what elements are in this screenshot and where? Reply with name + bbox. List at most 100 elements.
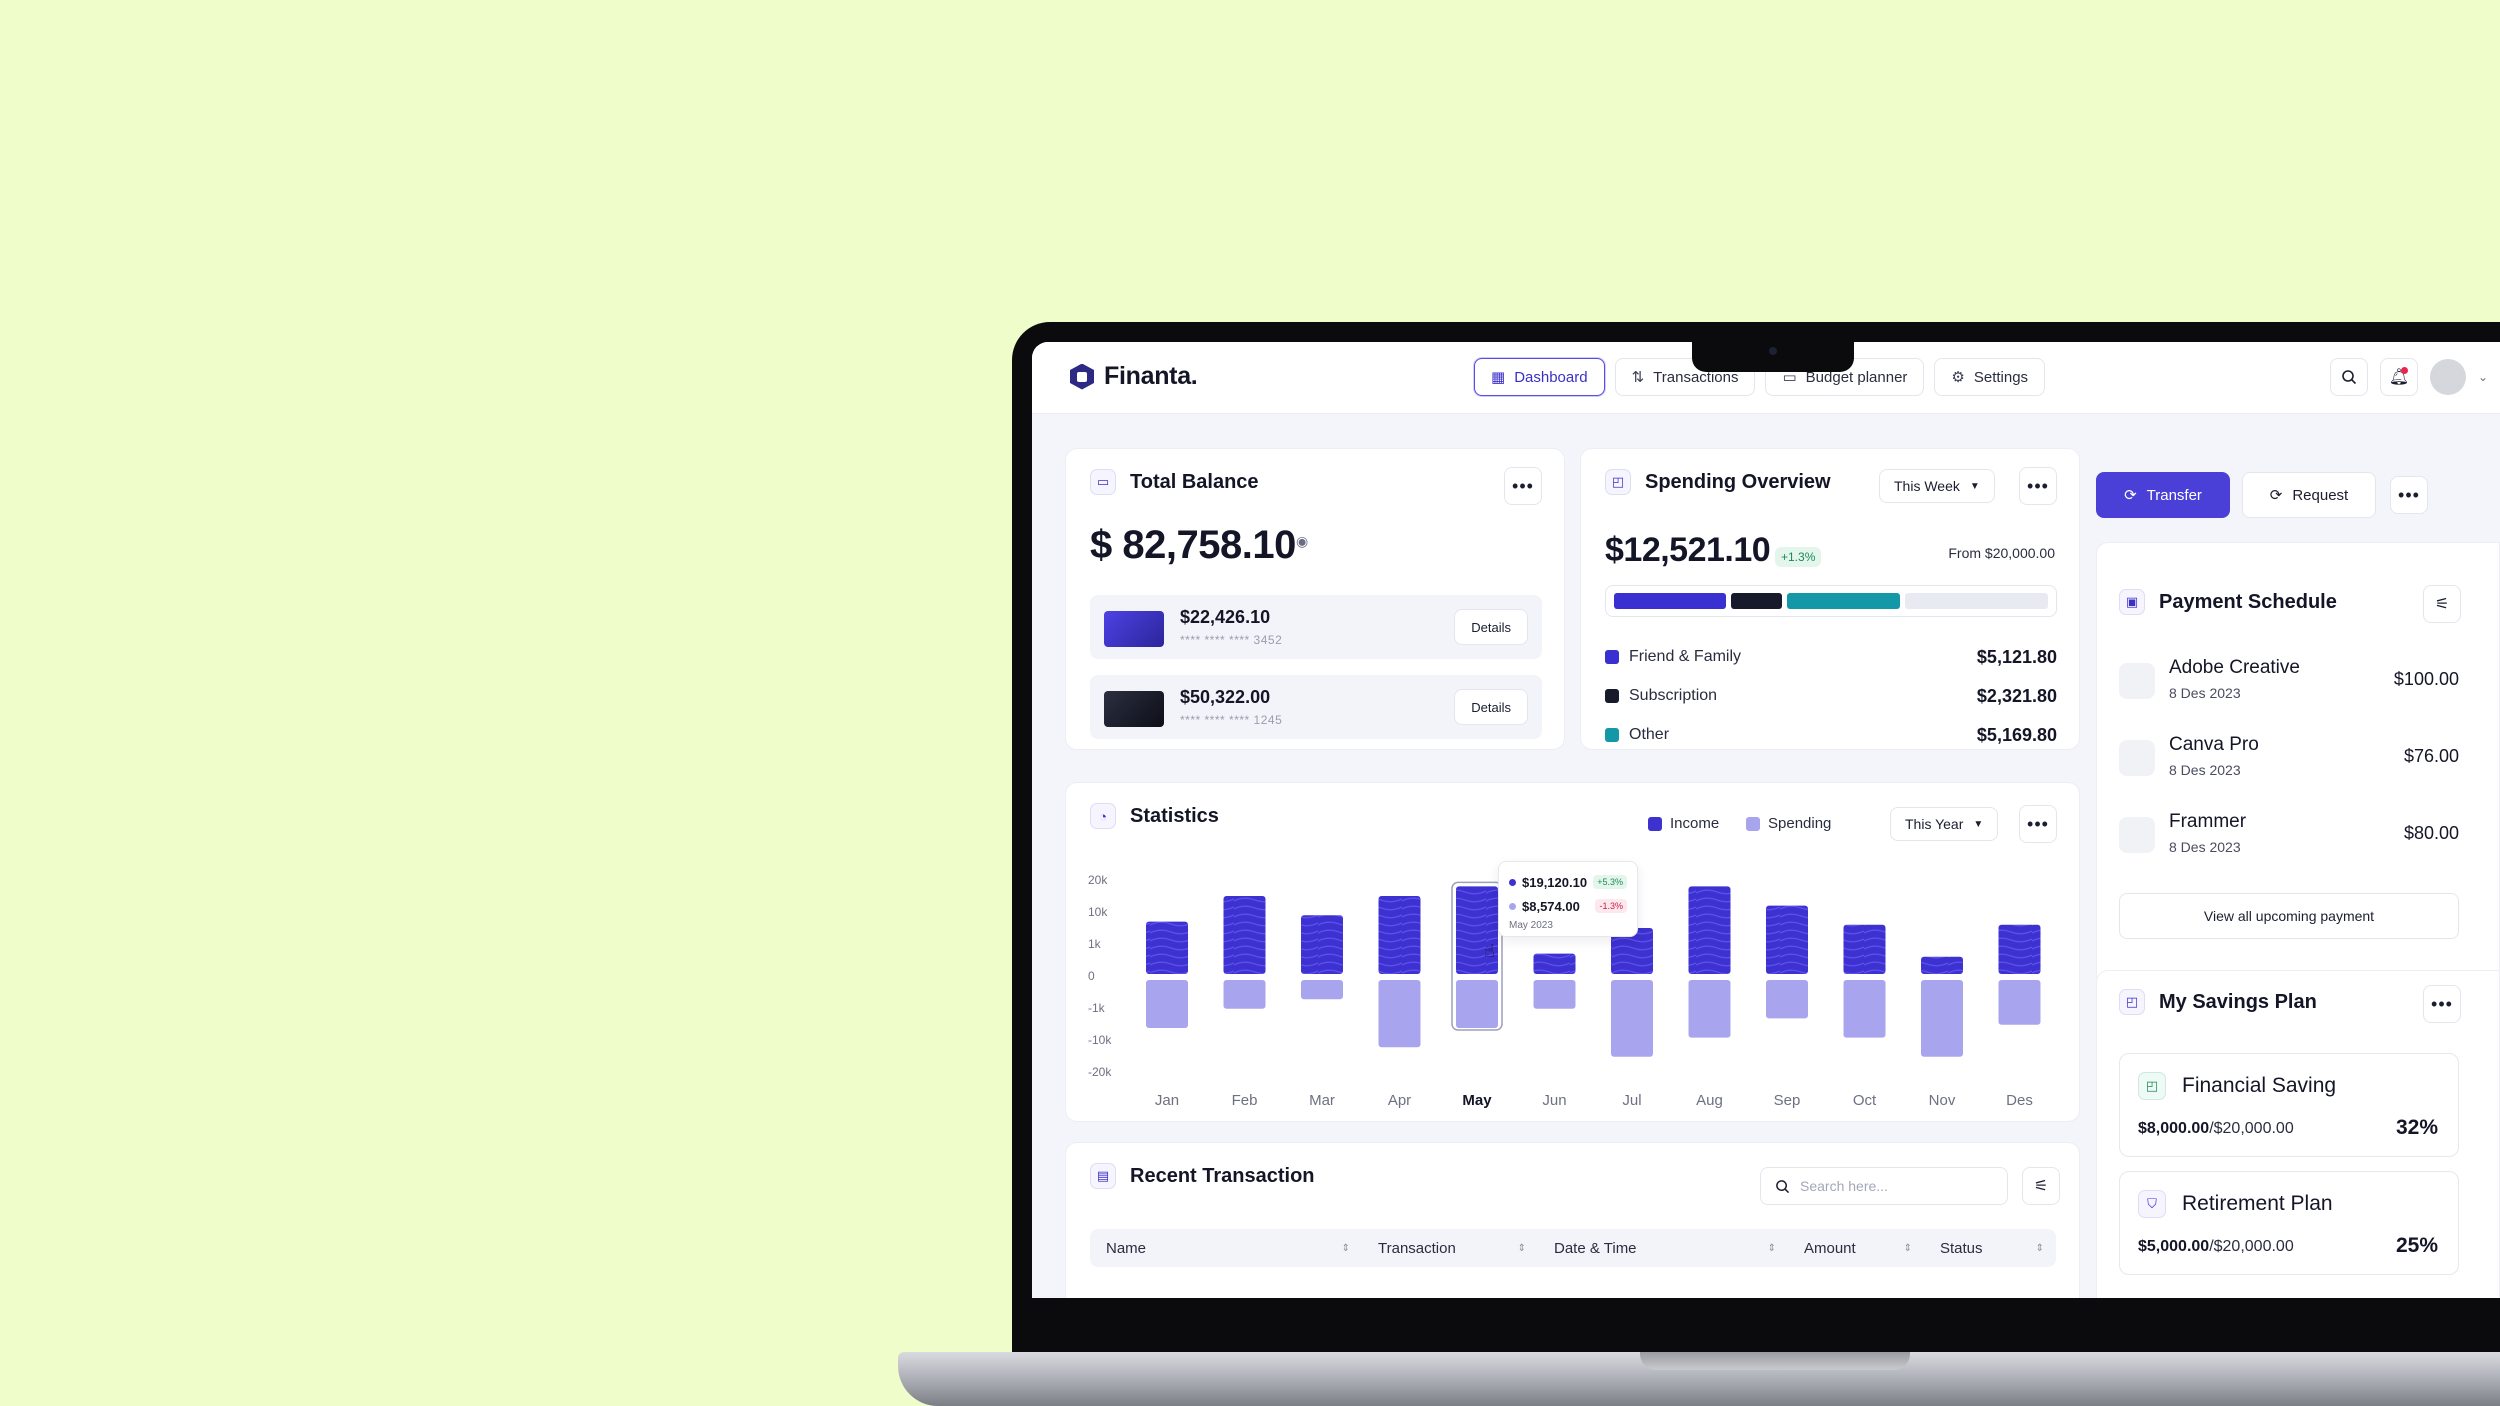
request-button[interactable]: ⟳ Request: [2242, 472, 2376, 518]
x-tick-label: Nov: [1929, 1092, 1956, 1109]
notification-dot: [2400, 367, 2408, 374]
search-placeholder: Search here...: [1800, 1178, 1888, 1194]
more-options-button[interactable]: •••: [2019, 805, 2057, 843]
notification-button[interactable]: 🔔︎: [2379, 358, 2418, 396]
tooltip-spending-value: $8,574.00: [1522, 898, 1580, 914]
search-icon: [2342, 370, 2357, 385]
payment-item[interactable]: Canva Pro 8 Des 2023 $76.00: [2119, 730, 2459, 786]
bar-spending-feb: [1223, 980, 1266, 1009]
period-select[interactable]: This Week ▼: [1879, 469, 1995, 503]
savings-plan-item[interactable]: ◰ Financial Saving $8,000.00/$20,000.00 …: [2119, 1053, 2459, 1157]
period-label: This Week: [1894, 478, 1960, 494]
column-date-time[interactable]: Date & Time ⇕: [1538, 1229, 1788, 1267]
card-header: ◰ My Savings Plan: [2119, 989, 2317, 1015]
category-label: Friend & Family: [1629, 648, 1742, 665]
piggy-bank-icon: ◰: [2119, 989, 2145, 1015]
bar-income-feb: [1223, 896, 1266, 974]
payment-name: Frammer: [2169, 811, 2247, 832]
plan-progress: $8,000.00/$20,000.00: [2138, 1120, 2294, 1138]
app-logo-placeholder: [2119, 663, 2155, 699]
bar-spending-mar: [1301, 980, 1343, 1000]
details-button[interactable]: Details: [1454, 609, 1528, 645]
account-number: **** **** **** 1245: [1180, 713, 1283, 727]
savings-plan-item[interactable]: ⛉ Retirement Plan $5,000.00/$20,000.00 2…: [2119, 1171, 2459, 1275]
more-options-button[interactable]: •••: [2390, 476, 2428, 514]
app-logo[interactable]: Finanta.: [1070, 362, 1198, 391]
column-label: Name: [1106, 1239, 1147, 1257]
plan-progress: $5,000.00/$20,000.00: [2138, 1238, 2294, 1256]
total-balance-card: ▭ Total Balance ••• $ 82,758.10 ◉ $22,42…: [1065, 448, 1565, 750]
transaction-search-input[interactable]: Search here...: [1760, 1167, 2008, 1205]
bar-spending-jun: [1533, 980, 1576, 1009]
nav-settings[interactable]: ⚙ Settings: [1934, 358, 2046, 396]
x-tick-label: Apr: [1388, 1092, 1411, 1109]
bar-spending-may: [1456, 980, 1498, 1028]
wallet-icon: ▭: [1090, 469, 1116, 495]
x-tick-label: Jun: [1542, 1092, 1566, 1109]
app-screen: Finanta. ▦ Dashboard ⇅ Transactions ▭ Bu…: [1032, 342, 2500, 1298]
sliders-icon: ⚟: [2434, 596, 2450, 613]
category-row: Subscription $2,321.80: [1605, 684, 2057, 708]
view-all-payments-button[interactable]: View all upcoming payment: [2119, 893, 2459, 939]
legend-swatch: [1605, 728, 1619, 742]
column-name[interactable]: Name ⇕: [1090, 1229, 1362, 1267]
tooltip-date: May 2023: [1509, 920, 1553, 931]
y-tick-label: 1k: [1088, 937, 1102, 951]
legend-swatch: [1605, 650, 1619, 664]
filter-button[interactable]: ⚟: [2423, 585, 2461, 623]
camera-notch: [1692, 338, 1854, 372]
nav-label: Settings: [1973, 368, 2029, 386]
eye-icon[interactable]: ◉: [1296, 533, 1309, 549]
spending-amount: $12,521.10: [1605, 531, 1771, 569]
column-label: Amount: [1804, 1239, 1856, 1257]
transfer-button[interactable]: ⟳ Transfer: [2096, 472, 2230, 518]
more-options-button[interactable]: •••: [1504, 467, 1542, 505]
column-amount[interactable]: Amount ⇕: [1788, 1229, 1924, 1267]
period-select[interactable]: This Year ▼: [1890, 807, 1999, 841]
income-dot: [1509, 878, 1516, 886]
statistics-chart: 20k 10k 1k 0 -1k -10k -20k Jan Feb Mar Apr May Jun Ju…: [1088, 873, 2041, 1109]
shield-icon: ⛉: [2138, 1190, 2166, 1218]
more-options-button[interactable]: •••: [2019, 467, 2057, 505]
nav-label: Transactions: [1653, 368, 1739, 386]
request-icon: ⟳: [2269, 487, 2283, 504]
tooltip-spending-change: -1.3%: [1595, 899, 1627, 913]
details-button[interactable]: Details: [1454, 689, 1528, 725]
x-tick-label: Aug: [1696, 1092, 1723, 1109]
y-tick-label: -10k: [1088, 1033, 1112, 1047]
search-button[interactable]: [2329, 358, 2368, 396]
payment-item[interactable]: Adobe Creative 8 Des 2023 $100.00: [2119, 653, 2459, 709]
column-status[interactable]: Status ⇕: [1924, 1229, 2056, 1267]
spending-overview-card: ◰ Spending Overview This Week ▼ ••• $12,…: [1580, 448, 2080, 750]
chevron-down-icon[interactable]: ⌄: [2477, 370, 2488, 384]
legend-income[interactable]: Income: [1648, 815, 1719, 832]
y-tick-label: 10k: [1088, 905, 1108, 919]
more-options-button[interactable]: •••: [2423, 985, 2461, 1023]
avatar[interactable]: [2429, 359, 2466, 395]
payment-item[interactable]: Frammer 8 Des 2023 $80.00: [2119, 807, 2459, 863]
category-value: $5,121.80: [1976, 646, 2057, 667]
category-row: Other $5,169.80: [1605, 723, 2057, 747]
payment-date: 8 Des 2023: [2169, 762, 2241, 778]
filter-button[interactable]: ⚟: [2022, 1167, 2060, 1205]
payment-amount: $100.00: [2393, 669, 2459, 689]
column-label: Date & Time: [1554, 1239, 1637, 1257]
column-transaction[interactable]: Transaction ⇕: [1362, 1229, 1538, 1267]
card-title: Recent Transaction: [1130, 1164, 1315, 1187]
savings-plan-card: ◰ My Savings Plan ••• ◰ Financial Saving…: [2096, 970, 2500, 1298]
nav-label: Dashboard: [1514, 368, 1588, 386]
highlight-outline: [1451, 881, 1503, 1031]
category-label: Subscription: [1629, 687, 1718, 704]
nav-dashboard[interactable]: ▦ Dashboard: [1474, 358, 1605, 396]
account-number: **** **** **** 3452: [1180, 633, 1283, 647]
button-label: Request: [2292, 486, 2349, 504]
payment-date: 8 Des 2023: [2169, 839, 2241, 855]
card-title: Spending Overview: [1645, 470, 1831, 493]
segment-subscription: [1731, 593, 1782, 609]
legend-spending[interactable]: Spending: [1746, 815, 1831, 832]
nav-transactions[interactable]: ⇅ Transactions: [1614, 358, 1756, 396]
transfer-icon: ⟳: [2124, 487, 2137, 504]
card-title: Total Balance: [1130, 470, 1259, 493]
sort-icon: ⇕: [1517, 1242, 1526, 1254]
tooltip-income-value: $19,120.10: [1522, 874, 1588, 890]
